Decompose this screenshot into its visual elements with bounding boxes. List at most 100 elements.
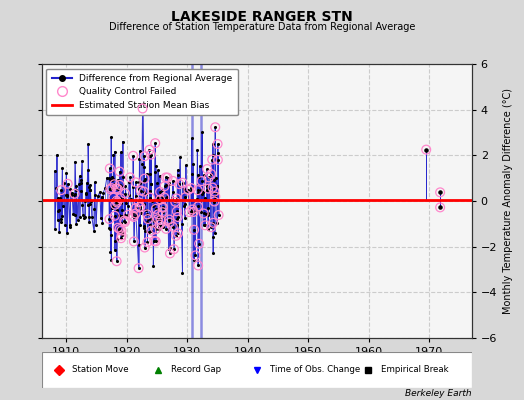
Point <box>115 226 124 232</box>
Point <box>58 213 67 219</box>
Point <box>126 174 134 180</box>
Point <box>112 198 121 205</box>
Point <box>121 219 129 225</box>
Point <box>81 214 90 220</box>
Point <box>61 222 69 228</box>
Point <box>135 242 143 248</box>
Point <box>185 209 194 215</box>
Point <box>209 152 217 159</box>
Point <box>55 207 63 214</box>
Point <box>195 163 204 169</box>
Point <box>73 217 82 223</box>
Point <box>174 230 182 236</box>
Point <box>135 265 143 271</box>
Point <box>113 199 121 206</box>
Point <box>112 198 121 204</box>
Point <box>111 202 119 208</box>
Point <box>158 192 166 199</box>
Point <box>114 228 123 234</box>
Point <box>194 203 202 210</box>
Point <box>72 187 80 193</box>
Point <box>135 148 144 154</box>
Point <box>112 198 121 204</box>
Point <box>168 195 176 202</box>
Point <box>116 195 125 201</box>
Point <box>138 105 147 112</box>
Point <box>205 174 213 180</box>
Point <box>150 222 159 229</box>
Point <box>50 168 59 174</box>
Point <box>108 177 116 184</box>
FancyBboxPatch shape <box>42 352 472 388</box>
Point <box>106 165 114 172</box>
Point <box>209 250 217 256</box>
Point <box>162 194 171 200</box>
Point <box>84 202 92 208</box>
Point <box>107 205 116 211</box>
Point <box>126 196 135 202</box>
Point <box>170 246 178 252</box>
Point <box>188 206 196 213</box>
Point <box>107 185 116 191</box>
Point <box>53 208 62 215</box>
Point <box>210 198 219 205</box>
Point <box>173 214 182 220</box>
Point <box>204 210 212 216</box>
Point <box>207 224 215 230</box>
Point <box>139 225 148 232</box>
Point <box>172 222 181 228</box>
Point <box>160 183 169 190</box>
Point <box>147 228 156 234</box>
Point <box>174 230 182 236</box>
Point <box>151 226 160 232</box>
Point <box>144 216 152 222</box>
Point <box>165 216 173 223</box>
Point <box>188 206 196 213</box>
Point <box>208 156 216 163</box>
Point <box>141 207 150 213</box>
Point <box>70 192 79 198</box>
Point <box>99 189 107 196</box>
Point <box>190 226 198 233</box>
Point <box>72 221 81 228</box>
Point <box>147 198 156 204</box>
Point <box>149 263 158 270</box>
Point <box>150 218 158 224</box>
Point <box>160 194 169 201</box>
Point <box>117 232 126 239</box>
Point <box>83 167 92 173</box>
Point <box>189 161 198 168</box>
Point <box>106 249 115 255</box>
Point <box>68 190 77 196</box>
Point <box>190 226 198 233</box>
Point <box>211 124 220 130</box>
Point <box>184 187 193 193</box>
Point <box>436 204 444 210</box>
Point <box>86 201 94 208</box>
Point <box>124 203 132 210</box>
Point <box>110 181 118 188</box>
Point <box>196 187 205 193</box>
Point <box>143 211 151 218</box>
Point <box>105 216 114 222</box>
Point <box>155 222 163 229</box>
Point <box>53 217 62 224</box>
Point <box>57 187 66 193</box>
Point <box>208 156 216 163</box>
Point <box>117 220 125 226</box>
Point <box>187 211 195 218</box>
Point <box>116 212 125 219</box>
Point <box>156 196 165 203</box>
Point <box>213 141 222 147</box>
Point <box>150 169 159 176</box>
Point <box>120 218 128 224</box>
Point <box>211 193 220 199</box>
Point <box>202 187 211 193</box>
Point <box>181 162 190 168</box>
Point <box>193 187 202 193</box>
Point <box>96 189 104 195</box>
Point <box>136 204 145 210</box>
Point <box>87 198 95 204</box>
Point <box>52 184 60 191</box>
Point <box>158 209 167 215</box>
